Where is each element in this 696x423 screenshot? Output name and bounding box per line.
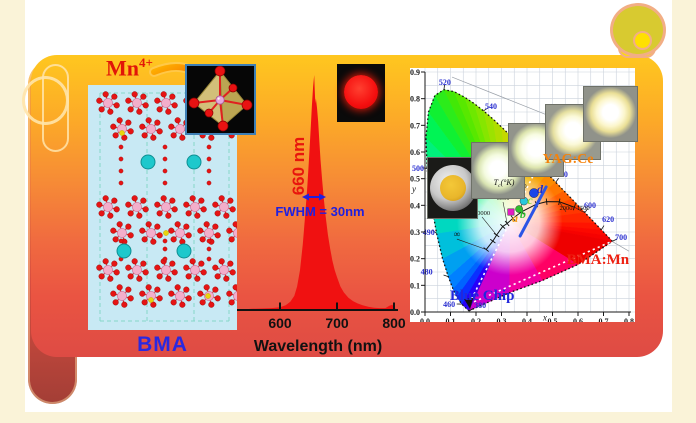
svg-text:∞: ∞ [454, 229, 460, 239]
svg-text:540: 540 [485, 102, 497, 111]
svg-text:0.1: 0.1 [446, 317, 456, 322]
svg-text:10000: 10000 [474, 210, 490, 217]
mno6-octahedron-illustration [188, 65, 253, 132]
svg-text:b: b [520, 207, 526, 221]
led-metal-ring [430, 165, 476, 211]
svg-text:0.6: 0.6 [410, 148, 420, 157]
svg-text:0.6: 0.6 [573, 317, 583, 322]
octahedron-inset [185, 64, 256, 135]
svg-text:0.3: 0.3 [410, 228, 420, 237]
cie-diagram-chart: 5205405004904804603805806006207000.00.10… [410, 68, 638, 323]
red-led-photo [337, 64, 385, 122]
svg-text:620: 620 [602, 215, 614, 224]
svg-text:500: 500 [412, 164, 424, 173]
svg-text:700: 700 [615, 233, 627, 242]
svg-text:0.4: 0.4 [522, 317, 532, 322]
scroll-corner-curl-center [633, 31, 652, 50]
svg-text:0.9: 0.9 [410, 68, 420, 77]
svg-text:0.5: 0.5 [548, 317, 558, 322]
svg-text:d: d [537, 182, 544, 196]
dopant-label: Mn4+ [106, 55, 153, 81]
svg-text:1500: 1500 [577, 205, 590, 212]
svg-text:0.1: 0.1 [410, 281, 420, 290]
red-emission-spot [344, 75, 378, 109]
white-led-photo-4 [583, 86, 638, 142]
svg-text:x: x [542, 313, 547, 323]
svg-text:c: c [527, 193, 533, 207]
svg-text:0.3: 0.3 [497, 317, 507, 322]
phosphor-disc [440, 175, 466, 201]
svg-text:a: a [512, 211, 518, 225]
svg-text:0.7: 0.7 [410, 121, 420, 130]
svg-text:520: 520 [439, 78, 451, 87]
compound-label: BMA [137, 333, 188, 356]
svg-text:2000: 2000 [560, 205, 573, 212]
svg-text:490: 490 [423, 228, 435, 237]
svg-text:480: 480 [421, 267, 433, 276]
svg-text:0.0: 0.0 [410, 308, 420, 317]
svg-text:0.8: 0.8 [624, 317, 634, 322]
svg-text:0.0: 0.0 [420, 317, 430, 322]
svg-text:0.2: 0.2 [410, 255, 420, 264]
svg-text:600: 600 [268, 315, 292, 331]
svg-text:y: y [411, 184, 416, 194]
svg-text:0.8: 0.8 [410, 95, 420, 104]
scroll-curl-ring [22, 76, 69, 125]
svg-text:0.5: 0.5 [410, 175, 420, 184]
led-chip-photo [427, 157, 478, 219]
svg-text:800: 800 [382, 315, 406, 331]
svg-text:700: 700 [325, 315, 349, 331]
svg-text:Wavelength (nm): Wavelength (nm) [254, 338, 382, 355]
svg-text:460: 460 [443, 300, 455, 309]
svg-text:FWHM = 30nm: FWHM = 30nm [275, 204, 364, 219]
svg-text:600: 600 [584, 201, 596, 210]
svg-text:0.7: 0.7 [599, 317, 609, 322]
svg-text:660 nm: 660 nm [289, 137, 308, 196]
emission-spectrum-chart: 600 700 800 Wavelength (nm) 660 nm FWHM = 30n… [230, 60, 410, 360]
svg-text:0.4: 0.4 [410, 201, 420, 210]
svg-text:380: 380 [474, 301, 486, 310]
svg-text:0.2: 0.2 [471, 317, 481, 322]
